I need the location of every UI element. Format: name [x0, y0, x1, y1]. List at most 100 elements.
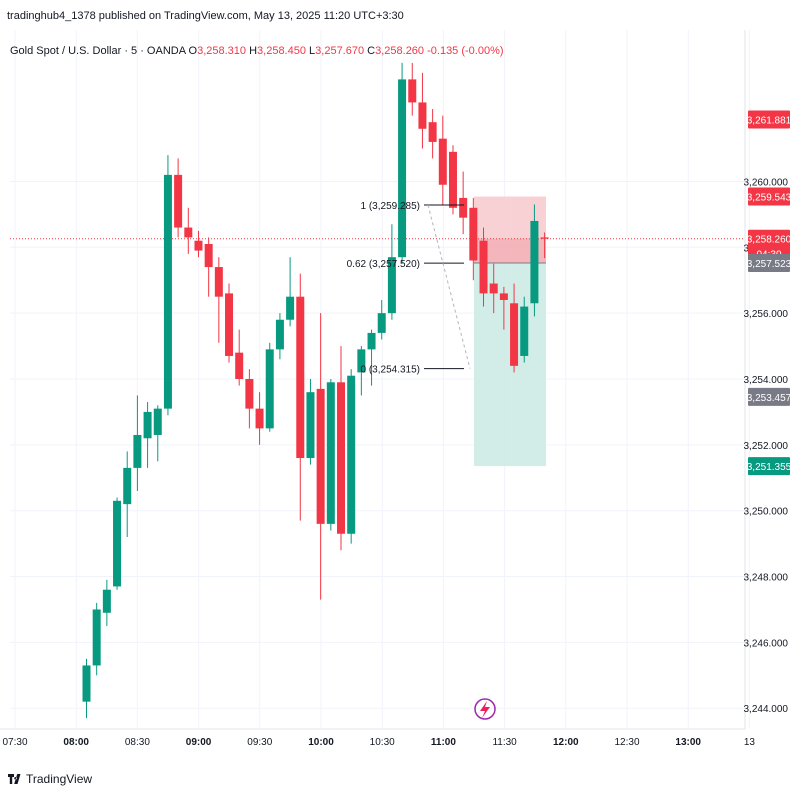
candle-body — [469, 207, 478, 261]
candle-body — [194, 240, 203, 251]
candle-body — [520, 306, 529, 356]
candle-body — [337, 382, 345, 534]
candle-body — [174, 174, 183, 228]
close-label: C — [367, 45, 376, 57]
price-tick-label: 3,244.000 — [744, 704, 789, 715]
time-tick-label: 09:00 — [186, 737, 212, 748]
price-badge-text: 3,253.457 — [747, 393, 792, 404]
price-tick-label: 3,250.000 — [744, 507, 789, 518]
brand-name: TradingView — [26, 772, 93, 786]
candle-body — [387, 257, 396, 314]
candle-body — [235, 352, 244, 379]
candle-body — [428, 122, 437, 142]
fib-level-label: 1 (3,259.285) — [361, 201, 421, 212]
price-tick-label: 3,246.000 — [744, 638, 789, 649]
price-badge-text: 3,258.260 — [747, 235, 792, 246]
time-tick-label: 12:30 — [614, 737, 639, 748]
candle-body — [499, 293, 508, 300]
candle-body — [214, 267, 223, 297]
candle-body — [398, 79, 407, 258]
price-tick-label: 3,260.000 — [744, 177, 789, 188]
candle-body — [408, 79, 417, 103]
candle-body — [296, 296, 305, 459]
time-tick-label: 11:30 — [492, 737, 517, 748]
price-badge-text: 3,261.881 — [747, 116, 792, 127]
price-tick-label: 3,254.000 — [744, 375, 789, 386]
ohlc-legend: Gold Spot / U.S. Dollar · 5 · OANDA O3,2… — [10, 45, 504, 57]
candle-body — [163, 174, 172, 409]
candle-body — [540, 237, 549, 239]
price-tick-label: 3,252.000 — [744, 441, 789, 452]
price-tick-label: 3,256.000 — [744, 309, 789, 320]
candle-body — [225, 293, 234, 356]
fib-trend-line — [427, 204, 471, 369]
candle-body — [448, 151, 457, 208]
lightning-icon-ring — [474, 698, 496, 720]
candle-body — [306, 392, 315, 459]
time-tick-label: 09:30 — [247, 737, 272, 748]
price-badge — [748, 187, 790, 206]
candle-body — [204, 244, 213, 268]
candle-body — [123, 467, 132, 505]
candle-body — [377, 313, 386, 333]
price-badge — [748, 457, 790, 476]
high-label: H — [249, 45, 258, 57]
candle-body — [367, 332, 376, 350]
open-label: O — [188, 45, 198, 57]
time-tick-label: 13:00 — [675, 737, 701, 748]
close-value: 3,258.260 — [375, 45, 425, 57]
price-badge-text: 3,257.523 — [747, 259, 792, 270]
price-badge — [748, 387, 790, 406]
time-tick-label: 10:30 — [370, 737, 395, 748]
candle-body — [153, 408, 162, 435]
fib-level-label: 0.62 (3,257.520) — [347, 259, 420, 270]
candle-body — [82, 665, 91, 702]
candle-body — [286, 296, 295, 320]
tradingview-logo-icon — [8, 774, 21, 784]
candle-body — [510, 303, 519, 366]
candle-body — [438, 138, 447, 185]
candle-body — [133, 434, 142, 468]
candle-body — [265, 349, 274, 429]
low-value: 3,257.670 — [315, 45, 365, 57]
time-tick-label: 10:00 — [308, 737, 334, 748]
candle-body — [357, 349, 366, 373]
price-tick-label: 3,248.000 — [744, 573, 789, 584]
low-label: L — [309, 45, 316, 57]
symbol-name[interactable]: Gold Spot / U.S. Dollar · 5 · OANDA — [10, 45, 186, 57]
time-tick-label: 08:00 — [63, 737, 89, 748]
price-badge-text: 3,259.543 — [747, 192, 792, 203]
high-value: 3,258.450 — [257, 45, 306, 57]
candle-body — [113, 500, 122, 587]
published-header: tradinghub4_1378 published on TradingVie… — [7, 10, 404, 22]
price-badge — [748, 110, 790, 129]
candle-body — [479, 240, 488, 294]
candle-body — [347, 375, 356, 534]
candle-body — [459, 197, 468, 218]
price-badge — [748, 254, 790, 273]
change-value: -0.135 (-0.00%) — [427, 45, 504, 57]
candle-body — [326, 382, 335, 524]
candle-body — [184, 227, 193, 238]
candle-body — [102, 589, 111, 613]
candle-body — [143, 411, 152, 439]
time-tick-label: 08:30 — [125, 737, 150, 748]
tradingview-footer[interactable]: TradingView — [8, 772, 92, 786]
fib-level-label: 0 (3,254.315) — [361, 365, 421, 376]
candle-body — [316, 388, 325, 524]
price-badge-text: 3,251.355 — [747, 462, 792, 473]
candle-body — [92, 609, 101, 666]
open-value: 3,258.310 — [197, 45, 247, 57]
candle-body — [530, 220, 539, 304]
candle-body — [255, 408, 264, 429]
candle-body — [489, 283, 498, 294]
time-tick-label: 12:00 — [553, 737, 579, 748]
time-tick-label: 07:30 — [2, 737, 27, 748]
candle-body — [245, 379, 254, 409]
time-tick-label: 11:00 — [431, 737, 456, 748]
candle-body — [418, 102, 427, 129]
lightning-icon — [480, 701, 490, 718]
candle-body — [275, 319, 284, 350]
time-tick-label: 13 — [744, 737, 756, 748]
